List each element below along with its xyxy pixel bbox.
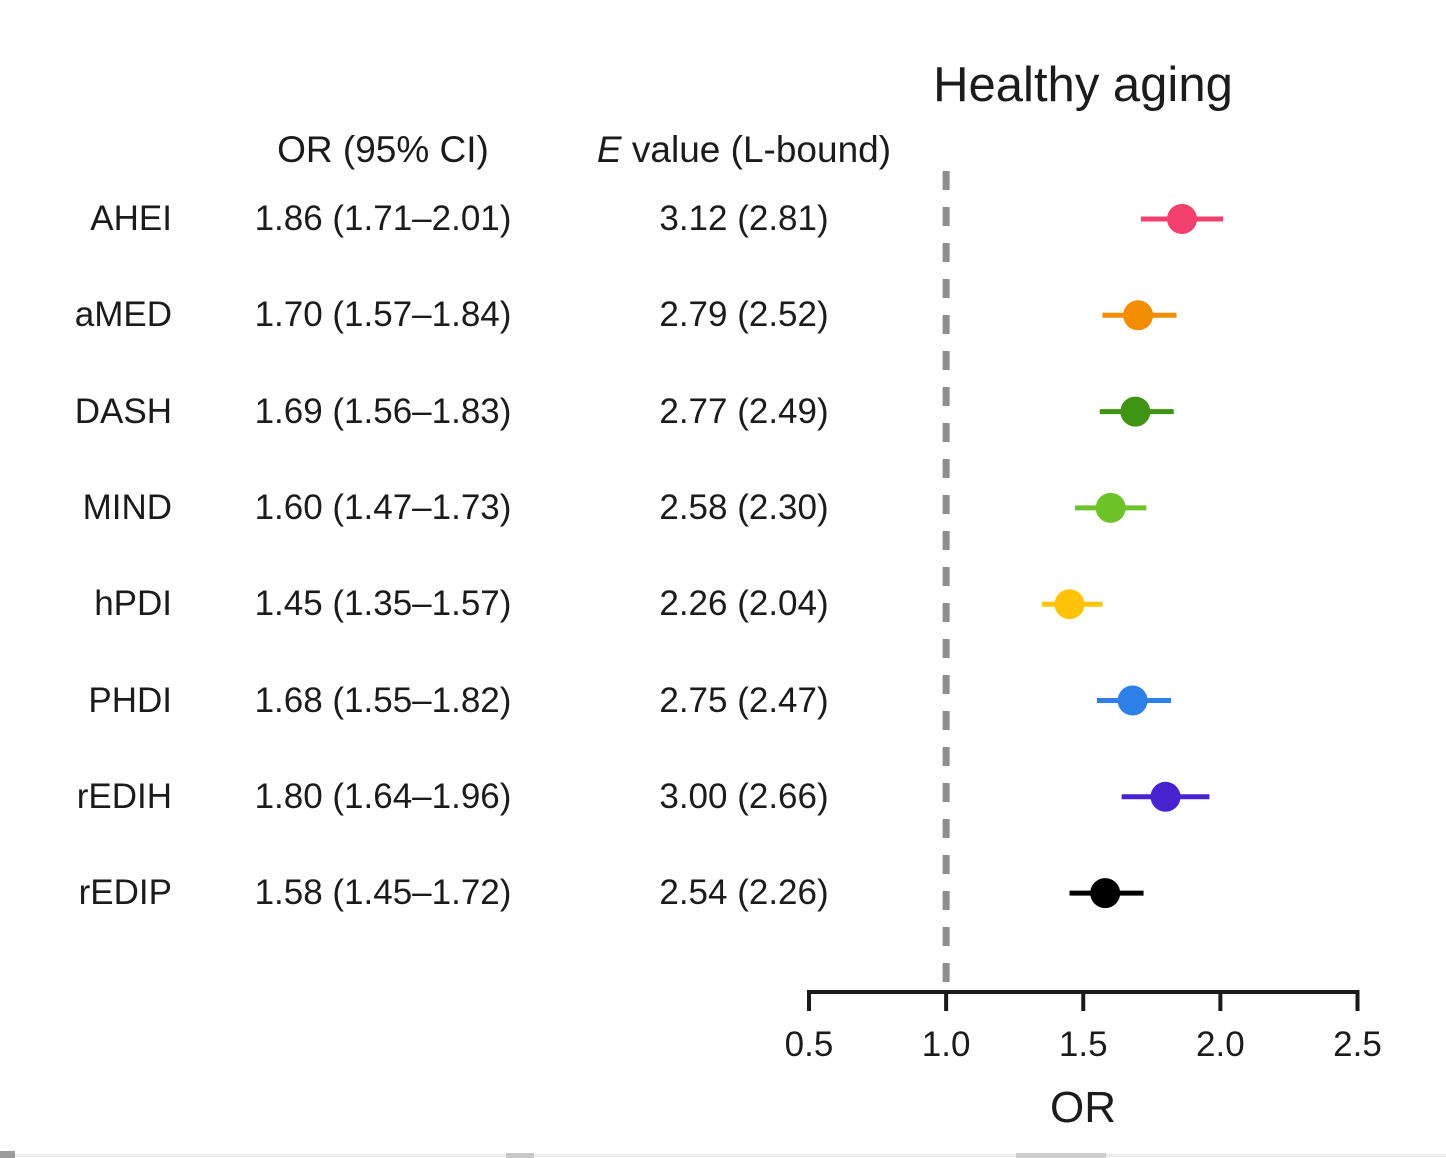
or-ci-column-header: OR (95% CI)	[277, 129, 489, 170]
evalue-value: 2.79 (2.52)	[659, 295, 829, 335]
evalue-value: 2.58 (2.30)	[659, 487, 829, 527]
evalue-value: 2.54 (2.26)	[659, 873, 829, 913]
chart-title: Healthy aging	[933, 58, 1233, 112]
x-axis-tick-label: 1.5	[1058, 1025, 1108, 1064]
row-label: AHEI	[90, 199, 172, 238]
evalue-value: 2.75 (2.47)	[659, 680, 829, 720]
or-point	[1166, 204, 1197, 234]
or-ci-value: 1.45 (1.35–1.57)	[254, 584, 512, 624]
or-ci-value: 1.68 (1.55–1.82)	[254, 680, 512, 720]
x-axis-tick-label: 2.5	[1333, 1025, 1382, 1064]
or-point	[1123, 300, 1154, 331]
x-axis-title: OR	[1050, 1083, 1116, 1132]
evalue-header-rest: value (L-bound)	[621, 129, 892, 170]
row-label: PHDI	[88, 680, 172, 720]
or-point	[1054, 589, 1085, 620]
bottom-crop-artifact	[0, 1154, 1446, 1157]
or-point	[1120, 396, 1151, 427]
or-ci-value: 1.70 (1.57–1.84)	[254, 295, 512, 335]
row-label: hPDI	[94, 584, 172, 624]
evalue-value: 2.77 (2.49)	[659, 391, 829, 431]
evalue-value: 2.26 (2.04)	[659, 584, 829, 624]
or-ci-value: 1.80 (1.64–1.96)	[254, 776, 512, 816]
row-label: aMED	[74, 295, 172, 335]
row-label: rEDIH	[76, 776, 172, 816]
row-label: rEDIP	[78, 873, 172, 913]
or-ci-value: 1.86 (1.71–2.01)	[254, 199, 512, 238]
bottom-crop-artifact	[506, 1153, 534, 1158]
or-ci-value: 1.58 (1.45–1.72)	[254, 873, 512, 913]
or-point	[1095, 492, 1126, 523]
or-point	[1117, 685, 1148, 716]
evalue-value: 3.00 (2.66)	[659, 776, 829, 816]
row-label: MIND	[82, 487, 172, 527]
or-point	[1150, 781, 1181, 812]
x-axis-tick-label: 0.5	[784, 1025, 834, 1064]
evalue-value: 3.12 (2.81)	[659, 199, 829, 238]
or-point	[1090, 878, 1121, 909]
bottom-crop-artifact	[0, 1151, 15, 1158]
or-ci-value: 1.60 (1.47–1.73)	[254, 487, 512, 527]
evalue-column-header: E value (L-bound)	[597, 129, 891, 171]
evalue-header-italic-e: E	[596, 129, 622, 170]
x-axis-tick-label: 2.0	[1196, 1025, 1245, 1064]
x-axis-tick-label: 1.0	[921, 1025, 971, 1064]
or-ci-value: 1.69 (1.56–1.83)	[254, 391, 512, 431]
bottom-crop-artifact	[1016, 1153, 1106, 1158]
row-label: DASH	[74, 391, 172, 431]
